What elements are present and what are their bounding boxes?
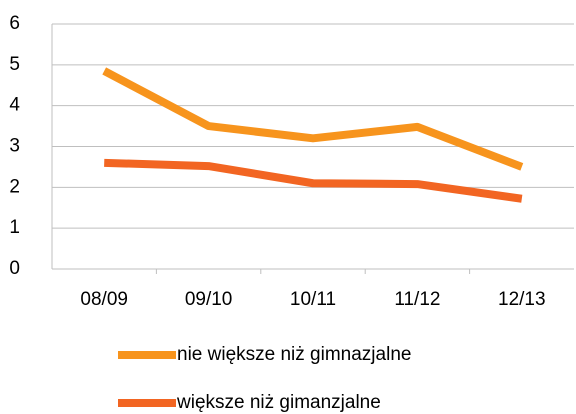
y-tick-label: 1 — [9, 217, 20, 238]
x-tick-label: 11/12 — [394, 289, 440, 310]
x-tick-label: 10/11 — [290, 289, 336, 310]
legend-label: większe niż gimanzjalne — [176, 392, 381, 413]
y-tick-label: 0 — [9, 258, 20, 279]
x-tick-label: 12/13 — [498, 289, 546, 310]
series-line — [102, 67, 524, 171]
x-tick-label: 09/10 — [185, 289, 233, 310]
y-tick-label: 2 — [9, 176, 20, 197]
legend-label: nie większe niż gimnazjalne — [177, 344, 411, 365]
series-line — [104, 158, 523, 203]
y-tick-label: 3 — [9, 136, 20, 157]
y-tick-label: 5 — [9, 54, 20, 75]
y-tick-label: 6 — [9, 13, 20, 34]
y-tick-label: 4 — [9, 95, 20, 116]
x-tick-label: 08/09 — [80, 289, 128, 310]
